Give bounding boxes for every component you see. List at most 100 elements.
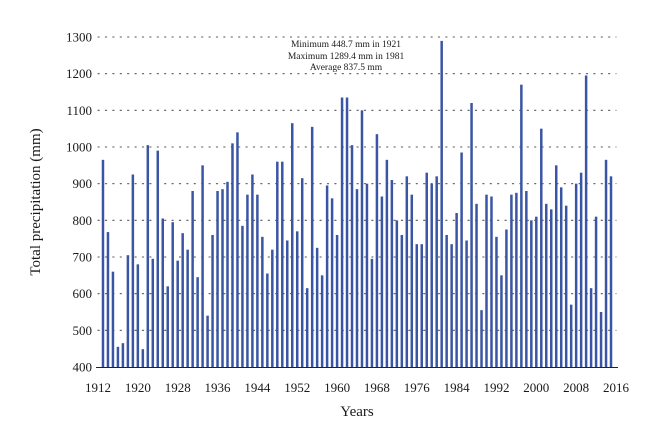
bar-1929 [181,233,184,367]
bar-1941 [241,225,244,367]
y-tick-label: 900 [73,176,93,191]
bar-1914 [106,232,110,367]
bar-1965 [360,110,364,367]
bar-1954 [305,288,309,367]
x-tick-label: 1952 [284,380,310,395]
y-tick-label: 1200 [66,66,92,81]
x-tick-label: 1968 [364,380,390,395]
bar-1924 [156,150,160,367]
bar-1956 [315,247,319,367]
x-tick-label: 1960 [324,380,350,395]
bar-2014 [604,159,608,367]
bar-1968 [375,134,379,367]
x-tick-label: 1976 [404,380,431,395]
bar-2007 [569,304,573,367]
x-tick-label: 1992 [483,380,509,395]
bar-1970 [385,159,389,367]
bars [101,40,613,368]
bar-1949 [281,161,284,367]
bar-1996 [515,192,518,367]
bar-1938 [226,181,229,367]
bar-1922 [146,145,150,367]
bar-2011 [589,288,593,367]
x-tick-label: 2016 [603,380,630,395]
bar-2008 [574,183,578,367]
annotation-minimum: Minimum 448.7 mm in 1921 [291,40,401,50]
bar-1932 [196,277,199,367]
bar-1995 [510,194,513,367]
bar-1916 [116,346,120,367]
x-tick-label: 1984 [444,380,471,395]
bar-1992 [495,236,498,367]
y-axis-title: Total precipitation (mm) [28,128,44,275]
bar-2006 [564,205,568,367]
bar-1936 [216,191,219,367]
x-tick-label: 1936 [205,380,232,395]
bar-2002 [545,203,548,367]
bar-2012 [594,216,598,367]
bar-1984 [455,213,458,367]
bar-1925 [161,218,164,367]
bar-1937 [221,189,224,367]
bar-1944 [256,194,259,367]
bar-1960 [335,235,339,367]
bar-1934 [206,315,209,367]
bar-1978 [425,172,428,367]
x-tick-label: 1944 [244,380,271,395]
bar-1919 [131,174,135,367]
bar-1917 [121,343,125,367]
bar-1943 [251,174,254,367]
bar-1969 [380,196,384,367]
bar-1983 [450,244,453,367]
bar-1928 [176,260,179,367]
y-tick-label: 800 [73,213,93,228]
bar-1918 [126,255,130,367]
bar-1946 [266,273,269,367]
bar-2000 [535,216,538,367]
x-tick-label: 1928 [165,380,191,395]
bar-1987 [470,103,473,367]
bar-1990 [485,194,488,367]
bar-1923 [151,258,155,367]
bar-1964 [355,189,359,367]
bar-1957 [320,275,324,367]
bar-1974 [405,176,409,367]
bar-1994 [505,229,508,367]
bar-1967 [370,258,374,367]
y-tick-label: 600 [73,286,93,301]
bar-2009 [579,172,583,367]
y-tick-label: 500 [73,323,93,338]
bar-1977 [420,244,423,367]
bar-1982 [445,235,448,367]
annotation-average: Average 837.5 mm [310,63,383,73]
bar-1963 [350,145,354,367]
bar-1980 [435,176,438,367]
bar-1931 [191,191,194,367]
bar-1948 [276,161,279,367]
bar-1913 [101,159,105,367]
bar-1921 [141,349,145,367]
bar-1986 [465,240,468,367]
bar-1975 [410,194,414,367]
bar-1971 [390,180,394,367]
y-tick-label: 1300 [66,30,92,45]
bar-1945 [261,236,264,367]
x-tick-label: 1912 [85,380,111,395]
bar-1985 [460,152,463,367]
bar-1961 [340,97,344,367]
bar-1927 [171,222,174,367]
bar-1955 [310,126,314,367]
bar-1930 [186,249,189,367]
bar-1953 [300,178,304,367]
annotation-maximum: Maximum 1289.4 mm in 1981 [288,52,405,62]
bar-1915 [111,271,115,367]
x-tick-label: 2008 [563,380,589,395]
x-axis-title: Years [340,404,374,420]
bar-1998 [525,191,528,367]
bar-1993 [500,275,503,367]
bar-1947 [271,249,274,367]
bar-1976 [415,244,419,367]
bar-1940 [236,132,239,367]
x-tick-label: 1920 [125,380,151,395]
